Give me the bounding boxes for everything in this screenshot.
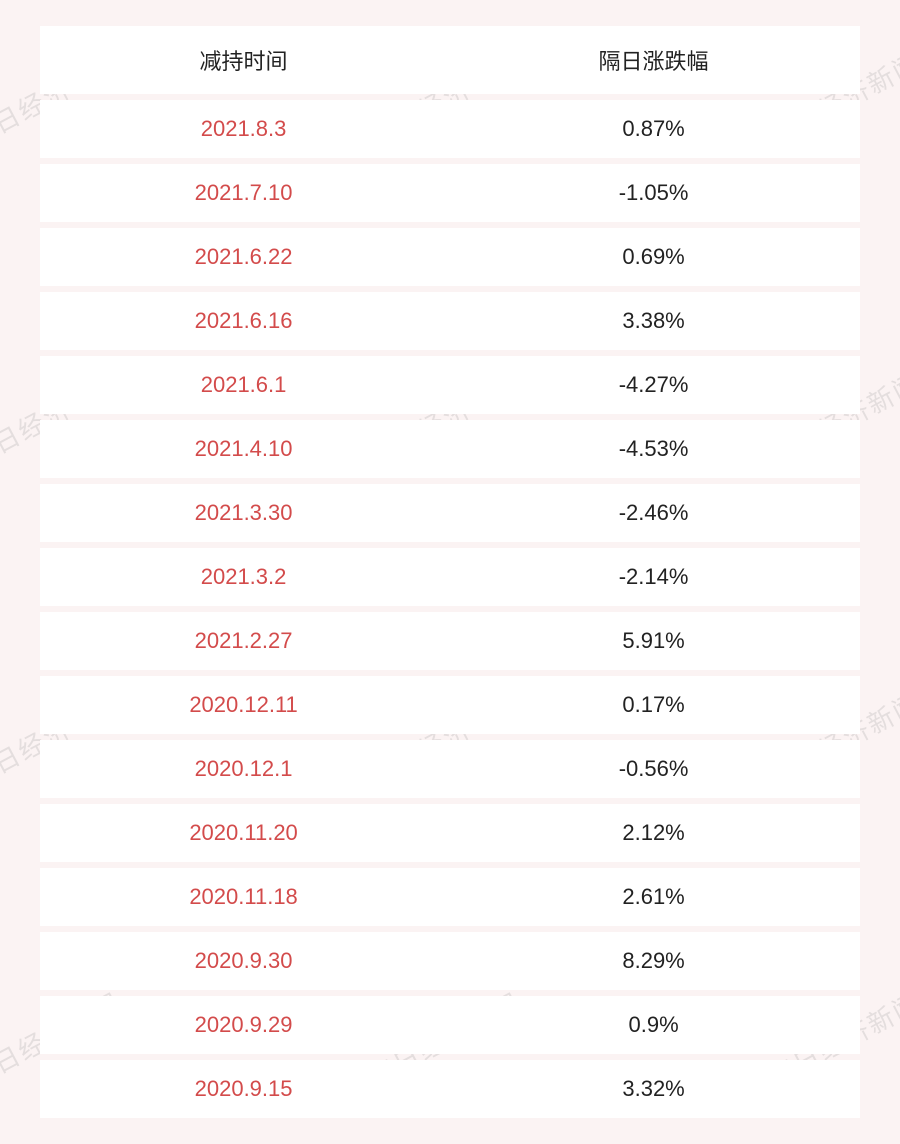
cell-change: 2.61%: [447, 868, 860, 926]
table-row: 2020.9.153.32%: [40, 1060, 860, 1118]
cell-date: 2021.8.3: [40, 100, 447, 158]
cell-change: -4.53%: [447, 420, 860, 478]
cell-date: 2021.4.10: [40, 420, 447, 478]
cell-date: 2021.7.10: [40, 164, 447, 222]
cell-date: 2020.9.15: [40, 1060, 447, 1118]
cell-change: -2.46%: [447, 484, 860, 542]
cell-change: 3.32%: [447, 1060, 860, 1118]
cell-date: 2020.9.29: [40, 996, 447, 1054]
table-row: 2020.11.182.61%: [40, 868, 860, 926]
cell-change: -1.05%: [447, 164, 860, 222]
cell-date: 2020.12.1: [40, 740, 447, 798]
table-row: 2021.7.10-1.05%: [40, 164, 860, 222]
cell-date: 2021.2.27: [40, 612, 447, 670]
table-row: 2021.6.220.69%: [40, 228, 860, 286]
table-row: 2020.12.1-0.56%: [40, 740, 860, 798]
cell-date: 2020.9.30: [40, 932, 447, 990]
table-row: 2021.6.163.38%: [40, 292, 860, 350]
table-row: 2021.3.2-2.14%: [40, 548, 860, 606]
cell-change: -2.14%: [447, 548, 860, 606]
table-row: 2021.3.30-2.46%: [40, 484, 860, 542]
reduction-table: 减持时间 隔日涨跌幅 2021.8.30.87%2021.7.10-1.05%2…: [40, 20, 860, 1124]
table-body: 2021.8.30.87%2021.7.10-1.05%2021.6.220.6…: [40, 100, 860, 1118]
table-row: 2020.11.202.12%: [40, 804, 860, 862]
cell-change: 2.12%: [447, 804, 860, 862]
cell-change: 0.9%: [447, 996, 860, 1054]
cell-change: 8.29%: [447, 932, 860, 990]
cell-change: 5.91%: [447, 612, 860, 670]
table-row: 2021.6.1-4.27%: [40, 356, 860, 414]
cell-date: 2020.11.18: [40, 868, 447, 926]
col-header-change: 隔日涨跌幅: [447, 26, 860, 94]
cell-date: 2021.6.1: [40, 356, 447, 414]
table-header-row: 减持时间 隔日涨跌幅: [40, 26, 860, 94]
table-row: 2021.8.30.87%: [40, 100, 860, 158]
table-row: 2021.4.10-4.53%: [40, 420, 860, 478]
table-container: 减持时间 隔日涨跌幅 2021.8.30.87%2021.7.10-1.05%2…: [0, 0, 900, 1144]
cell-change: 0.69%: [447, 228, 860, 286]
table-row: 2020.9.290.9%: [40, 996, 860, 1054]
cell-date: 2020.12.11: [40, 676, 447, 734]
cell-date: 2021.3.2: [40, 548, 447, 606]
table-row: 2021.2.275.91%: [40, 612, 860, 670]
cell-date: 2020.11.20: [40, 804, 447, 862]
cell-change: 0.17%: [447, 676, 860, 734]
table-row: 2020.9.308.29%: [40, 932, 860, 990]
cell-change: 3.38%: [447, 292, 860, 350]
cell-date: 2021.3.30: [40, 484, 447, 542]
cell-change: -4.27%: [447, 356, 860, 414]
col-header-date: 减持时间: [40, 26, 447, 94]
cell-change: -0.56%: [447, 740, 860, 798]
table-row: 2020.12.110.17%: [40, 676, 860, 734]
cell-change: 0.87%: [447, 100, 860, 158]
cell-date: 2021.6.16: [40, 292, 447, 350]
cell-date: 2021.6.22: [40, 228, 447, 286]
